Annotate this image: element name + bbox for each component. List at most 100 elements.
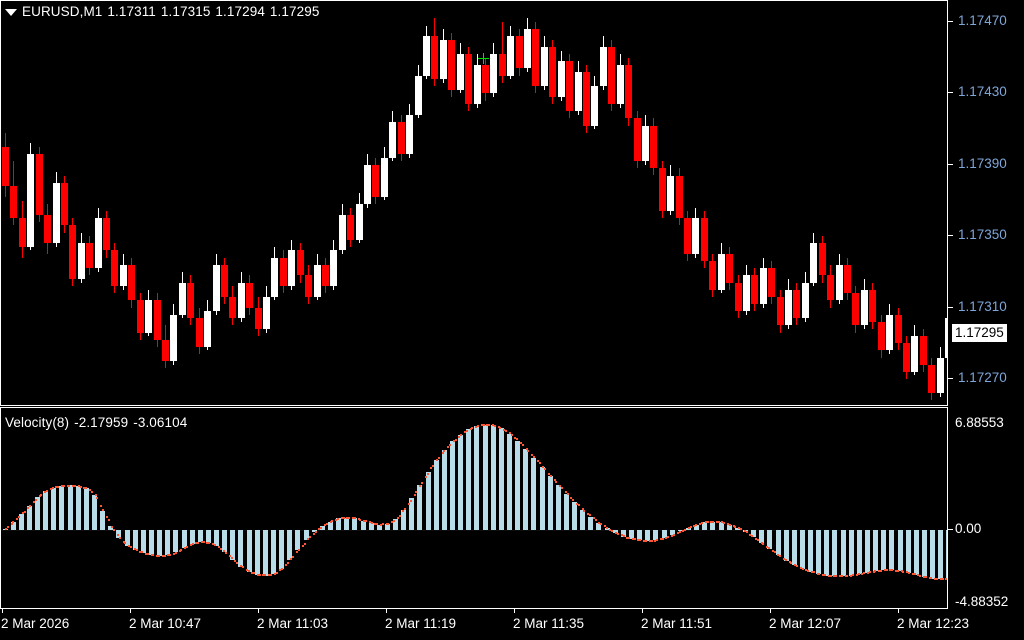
indicator-signal-dot [704,521,707,524]
indicator-signal-dot [891,569,894,572]
candle-body [229,296,237,319]
time-axis-label: 2 Mar 2026 [1,616,70,631]
indicator-histogram-bar [132,530,138,551]
indicator-histogram-bar [279,530,285,569]
candle-body [844,264,851,294]
indicator-signal-dot [555,481,558,484]
indicator-histogram-bar [311,530,317,533]
indicator-signal-dot [477,425,480,428]
indicator-signal-dot [256,573,259,576]
indicator-signal-dot [94,493,97,496]
indicator-signal-dot [861,572,864,575]
indicator-histogram-bar [637,530,643,541]
indicator-histogram-bar [783,530,789,561]
indicator-histogram-bar [271,530,277,575]
indicator-signal-dot [505,429,507,432]
indicator-histogram-bar [368,523,374,530]
indicator-signal-dot [935,577,938,580]
indicator-histogram-bar [653,530,659,541]
price-axis-tick [948,235,953,237]
indicator-signal-dot [542,466,545,469]
indicator-signal-dot [426,472,429,475]
indicator-signal-dot [661,537,664,540]
indicator-signal-dot [262,574,265,577]
indicator-signal-dot [77,485,80,488]
indicator-signal-dot [340,517,343,520]
candle-body [599,46,607,87]
time-axis-label: 2 Mar 12:07 [769,616,842,631]
indicator-signal-dot [435,459,438,462]
indicator-histogram-bar [189,530,195,545]
indicator-histogram-bar [856,530,862,575]
time-axis-tick [642,609,643,613]
indicator-signal-dot [878,569,881,572]
indicator-signal-dot [503,428,506,431]
indicator-histogram-bar [344,517,350,530]
candle-body [557,61,565,97]
indicator-signal-dot [721,521,724,524]
indicator-signal-dot [465,430,468,433]
candle-body [886,314,894,351]
price-chart-pane[interactable] [0,0,948,406]
indicator-signal-dot [21,512,24,515]
indicator-signal-dot [180,548,183,551]
indicator-signal-dot [497,425,500,428]
indicator-signal-dot [40,493,43,496]
indicator-axis-label: 0.00 [955,521,982,536]
indicator-signal-dot [66,484,69,487]
indicator-signal-dot [637,539,640,542]
indicator-signal-dot [852,574,855,577]
indicator-signal-dot [72,484,75,487]
indicator-signal-dot [639,539,642,542]
indicator-signal-dot [443,450,446,453]
indicator-signal-dot [124,542,127,545]
indicator-histogram-bar [824,530,830,576]
indicator-signal-dot [230,556,233,559]
indicator-signal-dot [292,555,295,558]
indicator-signal-dot [745,531,748,534]
indicator-signal-dot [381,523,384,526]
indicator-signal-dot [835,575,838,578]
candle-body [582,71,590,126]
indicator-signal-dot [900,570,903,573]
indicator-histogram-bar [262,530,268,576]
indicator-signal-dot [844,575,847,578]
indicator-signal-dot [508,432,511,435]
candle-body [498,54,506,76]
indicator-histogram-bar [848,530,854,576]
indicator-signal-dot [874,570,877,573]
indicator-plot-area[interactable] [1,408,947,608]
indicator-signal-dot [924,576,927,579]
candle-body [869,289,877,322]
candle-body [406,114,414,155]
candle-body [338,214,346,251]
price-axis-tick [948,378,953,379]
indicator-signal-dot [150,554,153,557]
indicator-signal-dot [564,491,567,493]
indicator-histogram-bar [35,496,41,530]
time-axis-tick [130,609,131,613]
indicator-signal-dot [268,574,271,577]
candle-body [414,75,422,115]
indicator-signal-dot [805,568,808,571]
indicator-signal-dot [396,516,399,519]
indicator-axis-label: 6.88553 [955,415,1004,430]
crosshair-marker[interactable] [478,53,489,64]
indicator-signal-dot [626,536,629,539]
price-plot-area[interactable] [1,1,947,405]
indicator-signal-dot [575,502,578,505]
indicator-signal-dot [88,489,91,492]
candle-body [439,39,447,80]
indicator-signal-dot [510,433,513,436]
indicator-histogram-bar [604,528,610,530]
indicator-signal-dot [122,540,125,543]
indicator-signal-dot [846,575,849,578]
indicator-pane[interactable] [0,407,948,609]
chevron-down-icon[interactable] [5,9,17,16]
indicator-signal-dot [169,553,172,556]
indicator-signal-dot [667,536,670,539]
indicator-histogram-bar [629,530,635,539]
indicator-signal-dot [301,544,304,547]
candle-body [911,336,919,372]
candle-body [52,182,60,244]
